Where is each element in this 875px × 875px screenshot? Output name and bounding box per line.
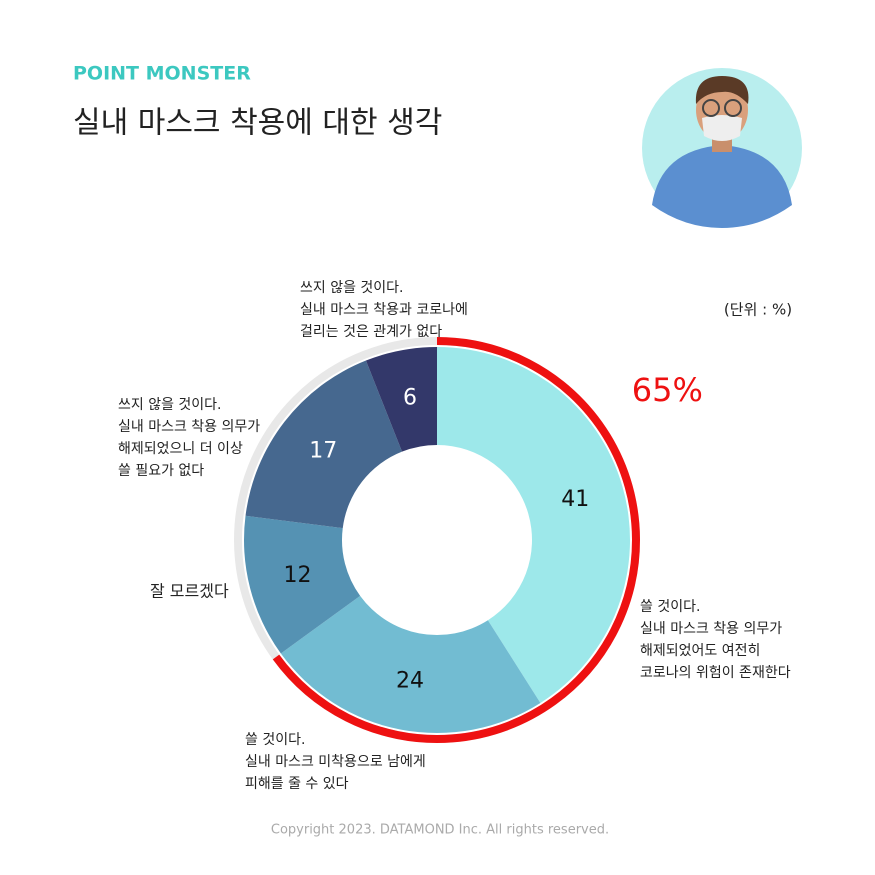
value-label: 24 (396, 668, 424, 693)
footer: Copyright 2023. DATAMOND Inc. All rights… (271, 823, 609, 838)
category-label: 실내 마스크 착용 의무가 (640, 621, 782, 637)
brand: POINT MONSTER (73, 63, 251, 85)
category-label: 쓸 것이다. (245, 732, 305, 748)
category-label: 피해를 줄 수 있다 (245, 776, 349, 792)
donut-segment (244, 515, 361, 654)
category-label: 실내 마스크 미착용으로 남에게 (245, 754, 426, 770)
highlight-arc (272, 337, 640, 743)
category-label: 실내 마스크 착용 의무가 (118, 419, 260, 435)
category-label: 해제되었으니 더 이상 (118, 441, 243, 457)
donut-segment (437, 347, 630, 703)
value-label: 6 (403, 386, 417, 411)
category-label: 해제되었어도 여전히 (640, 643, 760, 659)
chart-title: 실내 마스크 착용에 대한 생각 (73, 106, 442, 141)
donut-segment (245, 360, 403, 529)
donut-segment (365, 347, 437, 452)
category-label: 코로나의 위험이 존재한다 (640, 665, 791, 681)
category-label: 쓸 필요가 없다 (118, 463, 204, 479)
category-label: 걸리는 것은 관계가 없다 (300, 324, 442, 340)
value-label: 17 (309, 439, 337, 464)
avatar (642, 68, 802, 228)
category-label: 잘 모르겠다 (150, 582, 229, 601)
donut-segment (280, 595, 541, 733)
category-label: 쓸 것이다. (640, 599, 700, 615)
value-label: 12 (284, 563, 312, 588)
unit-note: (단위 : %) (724, 301, 792, 319)
category-label: 쓰지 않을 것이다. (300, 280, 404, 296)
category-label: 쓰지 않을 것이다. (118, 397, 222, 413)
category-label: 실내 마스크 착용과 코로나에 (300, 302, 468, 318)
value-label: 41 (561, 487, 589, 512)
highlight-label: 65% (632, 371, 703, 409)
